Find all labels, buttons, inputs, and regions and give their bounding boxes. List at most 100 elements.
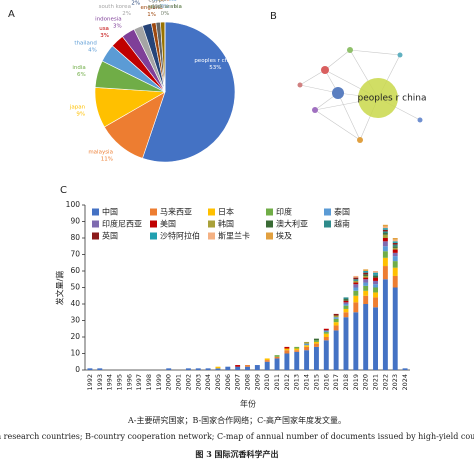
- bar-segment: [373, 307, 378, 370]
- pie-value-label: 1%: [157, 0, 166, 3]
- panel-label: B: [270, 11, 277, 22]
- x-tick-label: 1997: [135, 374, 143, 391]
- pie-label: usa: [99, 26, 109, 32]
- y-axis-title: 发文量/篇: [55, 271, 65, 306]
- pie-value-label: 0%: [161, 4, 170, 10]
- bar-segment: [353, 302, 359, 313]
- bar-segment: [284, 348, 290, 351]
- bar-segment: [353, 312, 359, 370]
- legend-swatch: [266, 232, 273, 240]
- bar-segment: [205, 368, 211, 370]
- bar-segment: [323, 333, 329, 337]
- bar-segment: [363, 285, 369, 291]
- x-tick-label: 2004: [204, 374, 212, 391]
- bar-segment: [333, 330, 339, 370]
- x-tick-label: 1994: [106, 374, 114, 391]
- bar-segment: [382, 266, 388, 280]
- node-label: peoples r china: [358, 94, 427, 104]
- x-tick-label: 2002: [184, 374, 192, 391]
- bar-segment: [235, 366, 241, 370]
- y-tick-label: 30: [70, 316, 80, 325]
- bar-segment: [284, 346, 290, 349]
- legend-swatch: [92, 208, 99, 216]
- bar-segment: [343, 300, 349, 303]
- x-tick-label: 2010: [263, 374, 271, 391]
- legend-label: 日本: [218, 207, 234, 217]
- pie-label: japan: [69, 105, 86, 111]
- x-tick-label: 1996: [125, 374, 133, 391]
- pie-label: thailand: [74, 40, 96, 46]
- bar-segment: [353, 284, 359, 288]
- bar-segment: [353, 279, 359, 281]
- bar-segment: [323, 328, 329, 331]
- bar-segment: [284, 353, 290, 370]
- bar-segment: [343, 304, 349, 306]
- bar-segment: [333, 315, 339, 318]
- legend-swatch: [266, 208, 273, 216]
- bar-segment: [333, 322, 339, 326]
- bar-segment: [333, 313, 339, 316]
- bar-segment: [382, 224, 388, 227]
- bar-segment: [333, 318, 339, 323]
- legend-label: 马来西亚: [160, 208, 192, 217]
- bar-segment: [343, 317, 349, 370]
- panel-label: A: [8, 9, 15, 20]
- bar-segment: [392, 242, 398, 245]
- pie-value-label: 0%: [161, 0, 170, 3]
- bar-segment: [333, 325, 339, 331]
- pie-label: egypt: [148, 0, 165, 3]
- pie-slice: [142, 21, 236, 163]
- legend-label: 美国: [160, 219, 176, 229]
- bar-segment: [382, 241, 388, 247]
- bar-segment: [392, 244, 398, 247]
- bar-segment: [392, 249, 398, 253]
- x-tick-label: 2011: [273, 374, 281, 391]
- bar-segment: [363, 275, 369, 278]
- bar-segment: [284, 350, 290, 354]
- bar-segment: [343, 305, 349, 309]
- bar-segment: [304, 350, 310, 370]
- legend-swatch: [208, 208, 215, 216]
- x-tick-label: 2009: [253, 374, 261, 391]
- x-tick-label: 2008: [244, 374, 252, 391]
- caption: A-main research countries; B-country coo…: [0, 432, 474, 441]
- bar-segment: [254, 365, 260, 370]
- bar-segment: [97, 368, 103, 370]
- legend-label: 泰国: [334, 207, 350, 217]
- bar-segment: [373, 287, 378, 293]
- bar-segment: [363, 290, 369, 296]
- legend-swatch: [92, 232, 99, 240]
- bar-segment: [294, 348, 300, 351]
- bar-segment: [323, 330, 329, 333]
- pie-value-label: 4%: [88, 47, 97, 53]
- bar-segment: [343, 302, 349, 304]
- bar-segment: [363, 277, 369, 280]
- bar-segment: [195, 368, 201, 370]
- bar-segment: [245, 366, 250, 370]
- pie-label: denmark: [153, 4, 178, 10]
- bar-segment: [264, 361, 270, 370]
- y-tick-label: 90: [70, 217, 80, 226]
- pie-value-label: 1%: [147, 12, 156, 18]
- x-tick-label: 2020: [362, 374, 370, 391]
- bar-segment: [392, 261, 398, 268]
- bar-segment: [363, 282, 369, 286]
- x-tick-label: 2003: [194, 374, 202, 391]
- bar-segment: [215, 368, 221, 370]
- x-tick-label: 2012: [283, 374, 291, 391]
- y-tick-label: 20: [70, 332, 80, 341]
- bar-segment: [382, 234, 388, 238]
- bar-segment: [294, 350, 300, 352]
- bar-segment: [353, 287, 359, 291]
- bar-segment: [373, 272, 378, 275]
- bar-segment: [392, 275, 398, 288]
- legend-swatch: [208, 232, 215, 240]
- legend-label: 斯里兰卡: [218, 231, 250, 241]
- x-tick-label: 2015: [312, 374, 320, 391]
- bar-segment: [392, 238, 398, 240]
- x-tick-label: 1992: [86, 374, 94, 391]
- bar-segment: [392, 247, 398, 250]
- bar-segment: [353, 277, 359, 280]
- bar-segment: [343, 299, 349, 301]
